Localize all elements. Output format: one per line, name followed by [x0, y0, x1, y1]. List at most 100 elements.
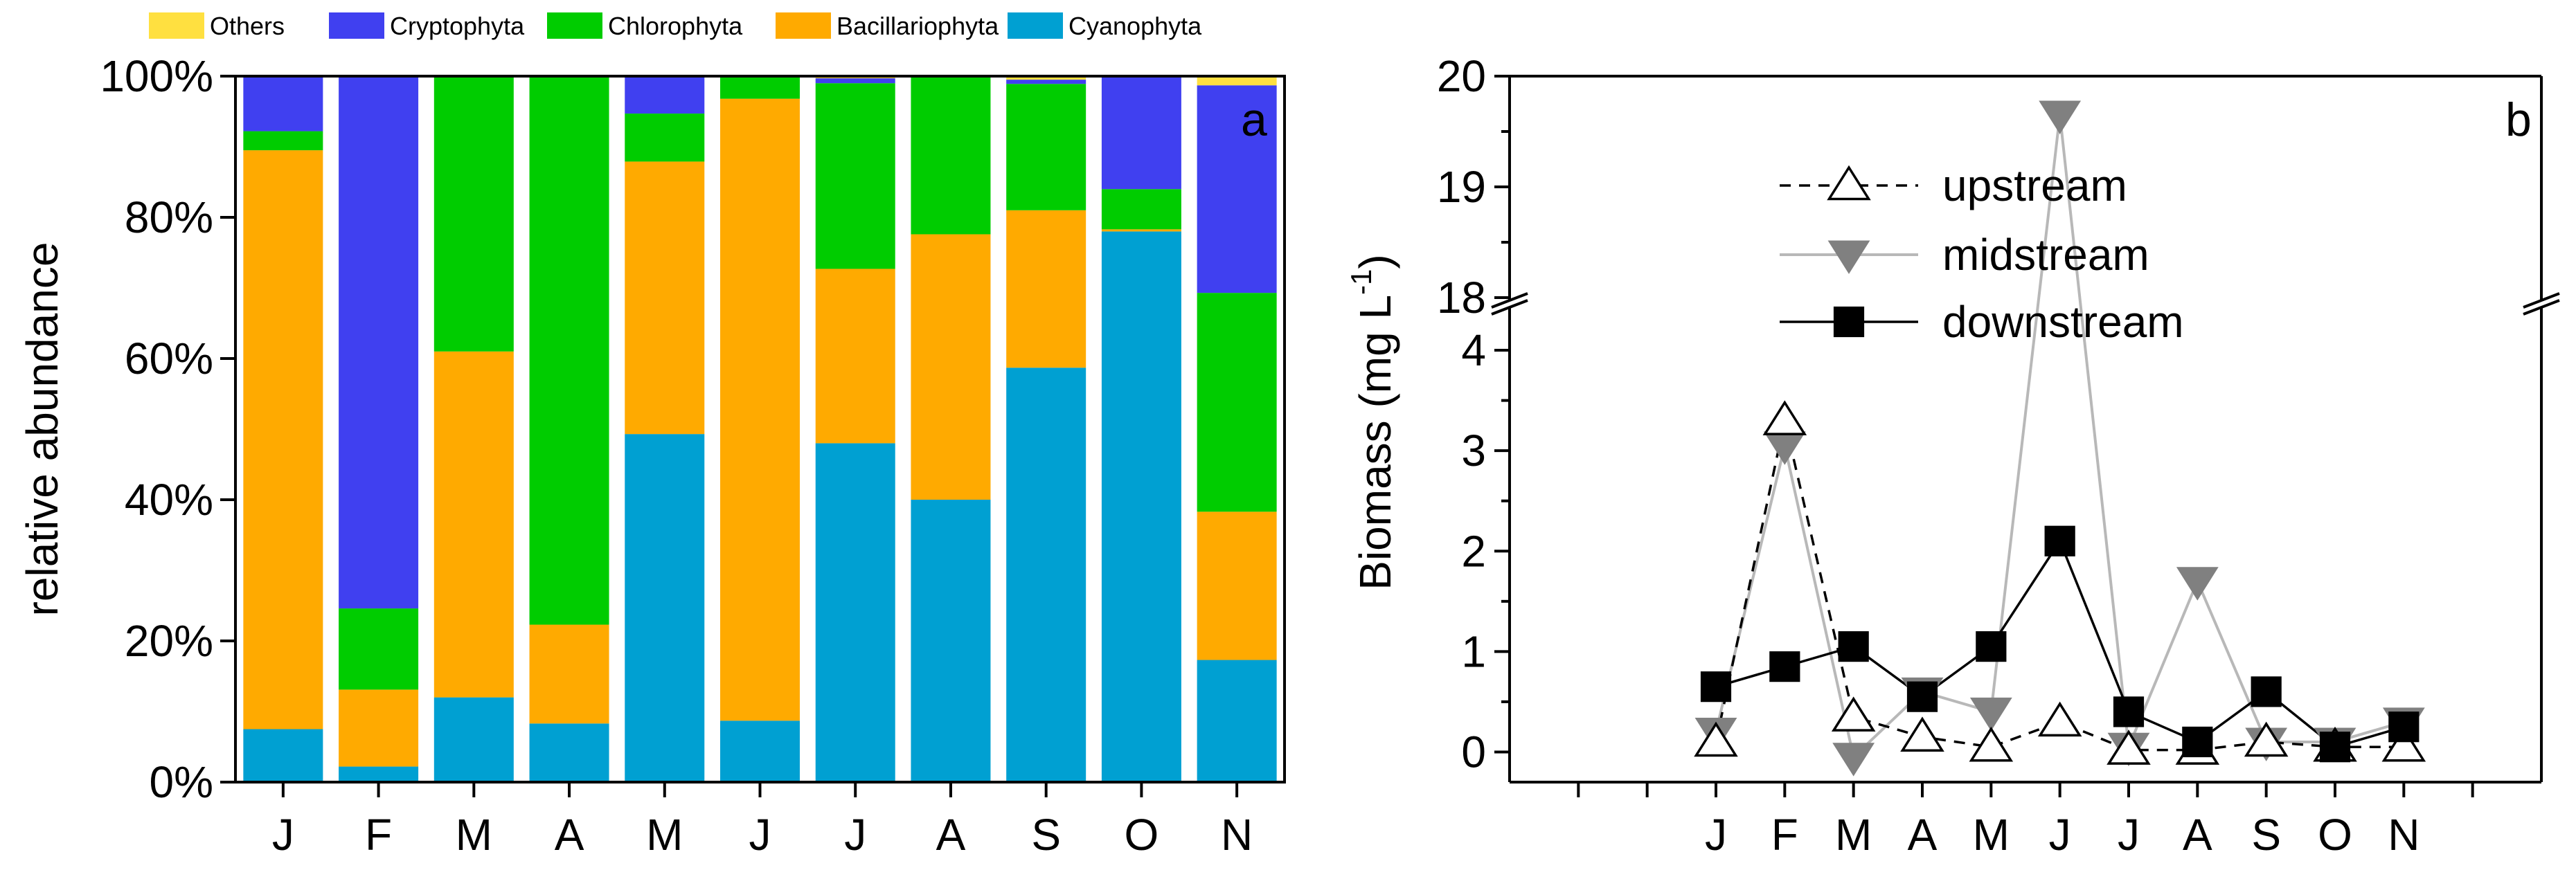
bar-cyanophyta-8 [911, 500, 991, 782]
legend-swatch-cryptophyta [329, 12, 384, 39]
panel-b-legend: upstream midstream downstream [1780, 161, 2184, 347]
bar-others-11 [1197, 76, 1277, 86]
bar-cyanophyta-2 [339, 766, 419, 782]
bar-bacillariophyta-2 [339, 689, 419, 767]
bar-chlorophyta-1 [243, 131, 323, 151]
axis-break-mark-0-a [1491, 292, 1528, 309]
point-upstream-7 [2107, 730, 2151, 765]
panel-a-relative-abundance: Others Cryptophyta Chlorophyta Bacillarioph… [17, 12, 1286, 860]
point-downstream-5 [1976, 631, 2007, 662]
point-midstream-2 [1763, 431, 1806, 465]
y-tick-label-3: 60% [125, 334, 213, 383]
bar-bacillariophyta-11 [1197, 511, 1277, 660]
bar-chlorophyta-3 [433, 76, 514, 352]
point-downstream-3 [1838, 631, 1869, 662]
axis-break-mark-1-a [2523, 292, 2560, 309]
panel-a-legend: Others Cryptophyta Chlorophyta Bacillarioph… [149, 12, 1202, 40]
x-tick-label-1: J [1705, 810, 1727, 860]
panel-b-series [1694, 100, 2426, 777]
bar-bacillariophyta-10 [1101, 229, 1181, 232]
x-tick-label-8: A [936, 810, 966, 860]
x-tick-label-9: S [2251, 810, 2281, 860]
point-downstream-8 [2182, 726, 2213, 758]
point-upstream-11 [2381, 726, 2426, 762]
x-tick-label-11: N [2388, 810, 2420, 860]
bar-cyanophyta-9 [1006, 368, 1086, 782]
x-tick-label-5: M [646, 810, 683, 860]
point-upstream-9 [2244, 721, 2289, 757]
y-tick-label-lower-3: 3 [1461, 426, 1486, 475]
point-upstream-1 [1694, 721, 1738, 757]
point-midstream-8 [2176, 567, 2219, 601]
bar-bacillariophyta-7 [815, 269, 895, 444]
bar-chlorophyta-5 [625, 114, 705, 162]
x-tick-label-6: J [2049, 810, 2071, 860]
point-downstream-9 [2251, 676, 2282, 707]
bar-chlorophyta-2 [339, 608, 419, 690]
legend-label-bacillariophyta: Bacillariophyta [837, 12, 999, 40]
panel-a-bars [243, 76, 1277, 782]
legend-label-others: Others [210, 12, 285, 40]
bar-chlorophyta-7 [815, 83, 895, 269]
legend-label-midstream: midstream [1942, 230, 2149, 280]
bar-cyanophyta-6 [720, 721, 800, 782]
bar-bacillariophyta-9 [1006, 210, 1086, 368]
bar-chlorophyta-11 [1197, 293, 1277, 512]
point-midstream-5 [1969, 697, 2012, 732]
legend-marker-midstream [1827, 240, 1870, 274]
series-line-upstream [1715, 419, 2404, 752]
point-downstream-11 [2388, 712, 2420, 743]
bar-bacillariophyta-1 [243, 150, 323, 730]
y-tick-label-5: 100% [100, 51, 213, 101]
point-upstream-3 [1831, 696, 1876, 732]
x-tick-label-1: J [272, 810, 294, 860]
x-tick-label-4: A [1908, 810, 1938, 860]
panel-b-y-axis-label-close: ) [1350, 254, 1400, 269]
x-tick-label-9: S [1031, 810, 1061, 860]
y-tick-label-upper-1: 19 [1437, 162, 1486, 212]
panel-a-y-axis: 0% 20% 40% 60% 80% 100% [100, 51, 235, 807]
y-tick-label-1: 20% [125, 616, 213, 666]
legend-label-cryptophyta: Cryptophyta [390, 12, 525, 40]
panel-a-y-axis-label: relative abundance [17, 242, 67, 617]
bar-chlorophyta-8 [911, 76, 991, 235]
bar-cyanophyta-11 [1197, 660, 1277, 782]
x-tick-label-3: M [1835, 810, 1872, 860]
y-tick-label-lower-4: 4 [1461, 325, 1486, 375]
bar-cyanophyta-5 [625, 434, 705, 782]
y-tick-label-0: 0% [150, 757, 214, 807]
y-tick-label-lower-0: 0 [1461, 727, 1486, 777]
y-tick-label-upper-2: 20 [1437, 51, 1486, 101]
bar-cryptophyta-11 [1197, 85, 1277, 293]
legend-swatch-bacillariophyta [776, 12, 831, 39]
bar-cyanophyta-1 [243, 729, 323, 782]
x-tick-label-7: J [844, 810, 866, 860]
point-upstream-6 [2037, 701, 2082, 737]
legend-swatch-others [149, 12, 204, 39]
bar-cyanophyta-7 [815, 443, 895, 782]
legend-label-cyanophyta: Cyanophyta [1068, 12, 1202, 40]
point-upstream-2 [1762, 400, 1807, 435]
point-downstream-10 [2319, 732, 2351, 763]
bar-others-9 [1006, 76, 1086, 80]
x-tick-label-2: F [365, 810, 392, 860]
bar-cyanophyta-10 [1101, 231, 1181, 782]
bar-chlorophyta-10 [1101, 189, 1181, 230]
x-tick-label-11: N [1221, 810, 1253, 860]
point-downstream-2 [1769, 651, 1800, 682]
x-tick-label-4: A [555, 810, 584, 860]
panel-b-y-axis-label-main: Biomass (mg L [1350, 295, 1400, 590]
bar-cyanophyta-4 [529, 723, 609, 782]
legend-swatch-cyanophyta [1008, 12, 1063, 39]
bar-bacillariophyta-3 [433, 351, 514, 698]
bar-cryptophyta-5 [625, 76, 705, 114]
legend-swatch-chlorophyta [547, 12, 602, 39]
point-upstream-5 [1969, 726, 2014, 762]
point-downstream-7 [2113, 696, 2145, 727]
point-midstream-6 [2039, 100, 2082, 134]
bar-chlorophyta-9 [1006, 84, 1086, 210]
y-tick-label-2: 40% [125, 475, 213, 525]
bar-cyanophyta-3 [433, 697, 514, 782]
